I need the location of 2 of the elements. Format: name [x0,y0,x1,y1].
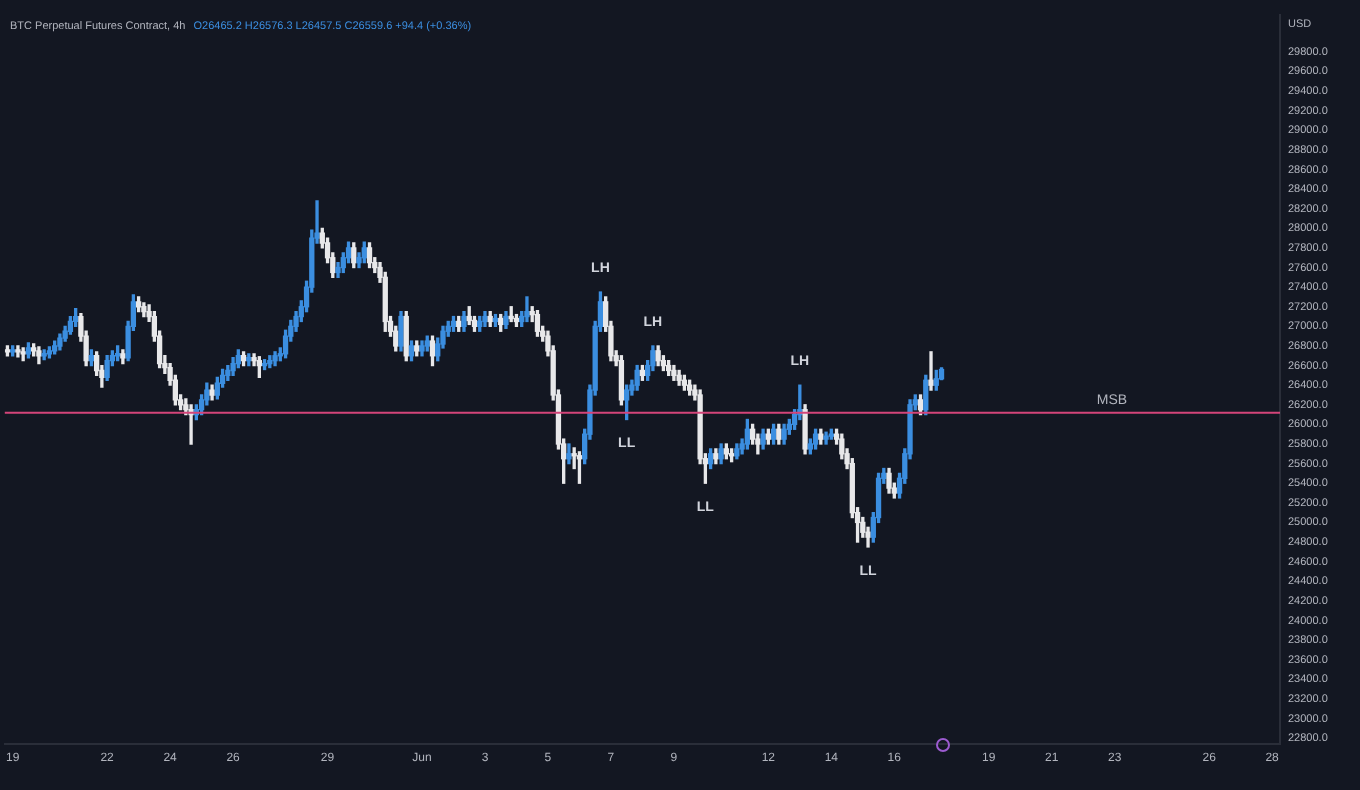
candlestick [524,296,530,323]
candlestick [928,351,934,391]
